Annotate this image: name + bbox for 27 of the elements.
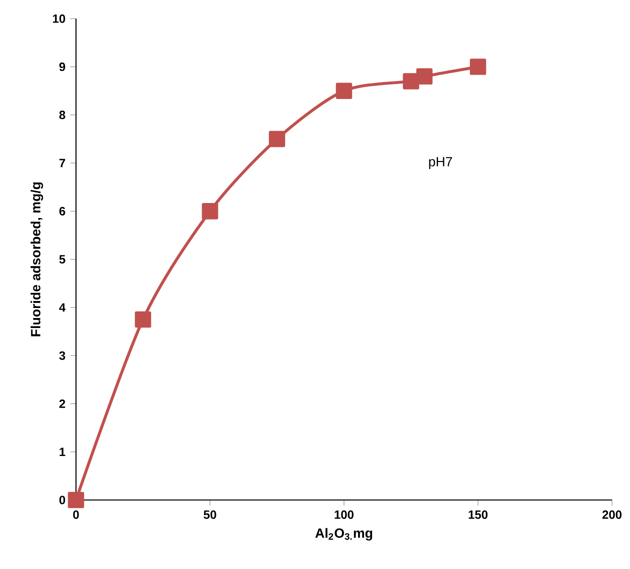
annotation: pH7 bbox=[429, 156, 452, 169]
x-tick-label: 150 bbox=[468, 510, 488, 519]
point bbox=[470, 58, 486, 75]
y-tick-label: 4 bbox=[59, 303, 66, 312]
y-tick-label: 3 bbox=[59, 351, 66, 360]
point bbox=[68, 492, 84, 508]
x-axis-title: Al$_{2}$O$_{3.}$mg bbox=[315, 528, 372, 540]
y-tick-label: 7 bbox=[59, 158, 66, 168]
point bbox=[134, 311, 152, 328]
y-tick-label: 6 bbox=[59, 206, 66, 216]
point bbox=[202, 202, 218, 220]
x-tick-label: 100 bbox=[334, 510, 354, 519]
x-tick-label: 0 bbox=[73, 510, 79, 519]
y-tick-label: 2 bbox=[59, 399, 66, 408]
y-axis-title: Fluoride adsorbed, mg/g bbox=[30, 182, 44, 336]
x-tick-label: 50 bbox=[204, 510, 216, 519]
y-tick-label: 0 bbox=[59, 496, 66, 504]
y-tick-label: 9 bbox=[59, 62, 66, 71]
y-tick-label: 8 bbox=[59, 110, 66, 120]
x-tick-label: 200 bbox=[602, 510, 622, 519]
point bbox=[336, 82, 352, 99]
point bbox=[416, 68, 433, 84]
y-tick-label: 10 bbox=[53, 14, 66, 23]
point bbox=[268, 130, 286, 147]
point bbox=[402, 72, 420, 90]
y-tick-label: 1 bbox=[60, 448, 66, 456]
y-tick-label: 5 bbox=[59, 254, 66, 264]
